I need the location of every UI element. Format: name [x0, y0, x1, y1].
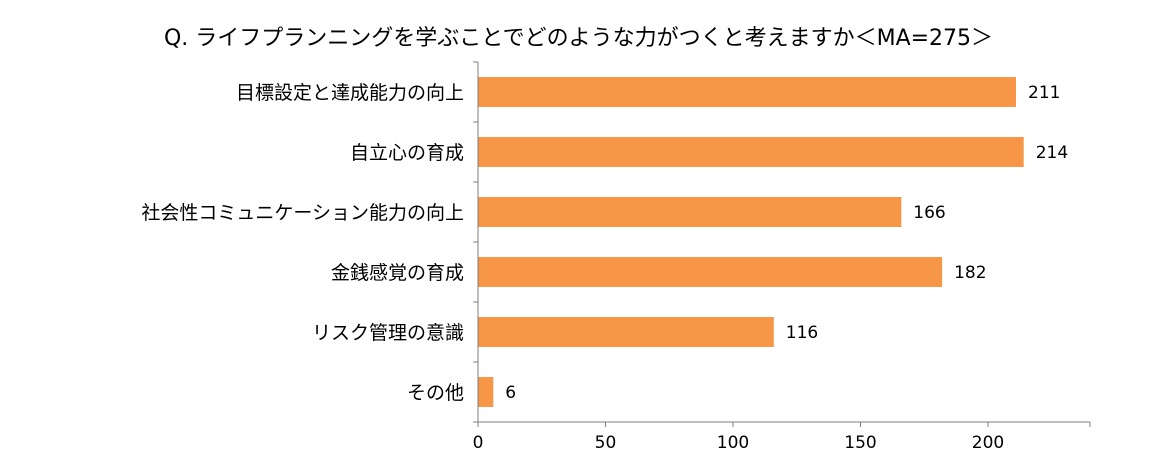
x-tick-label-4: 200: [972, 433, 1004, 453]
category-label-6: その他: [407, 382, 464, 404]
category-label-1: 目標設定と達成能力の向上: [236, 82, 464, 104]
data-label-1: 211: [1028, 83, 1060, 103]
x-tick-label-2: 100: [717, 433, 749, 453]
labels-layer: 目標設定と達成能力の向上 211 自立心の育成 214 社会性コミュニケーション能力の向…: [141, 82, 1068, 404]
bar-5: [478, 317, 774, 347]
data-label-3: 166: [913, 203, 945, 223]
x-axis: 0 50 100 150 200: [473, 61, 1091, 453]
chart-title: Q. ライフプランニングを学ぶことでどのような力がつくと考えますか＜MA=275…: [163, 26, 994, 51]
data-label-5: 116: [786, 323, 818, 343]
x-tick-label-0: 0: [473, 433, 484, 453]
category-label-3: 社会性コミュニケーション能力の向上: [141, 202, 464, 224]
data-label-6: 6: [505, 383, 516, 403]
category-label-4: 金銭感覚の育成: [331, 262, 464, 284]
bars-layer: [478, 77, 1024, 407]
bar-6: [478, 377, 494, 407]
bar-2: [478, 137, 1024, 167]
data-label-4: 182: [954, 263, 986, 283]
category-label-2: 自立心の育成: [350, 142, 464, 164]
bar-3: [478, 197, 902, 227]
category-label-5: リスク管理の意識: [312, 322, 464, 344]
data-label-2: 214: [1036, 143, 1068, 163]
bar-1: [478, 77, 1016, 107]
x-tick-label-3: 150: [844, 433, 876, 453]
x-tick-label-1: 50: [595, 433, 617, 453]
bar-4: [478, 257, 943, 287]
